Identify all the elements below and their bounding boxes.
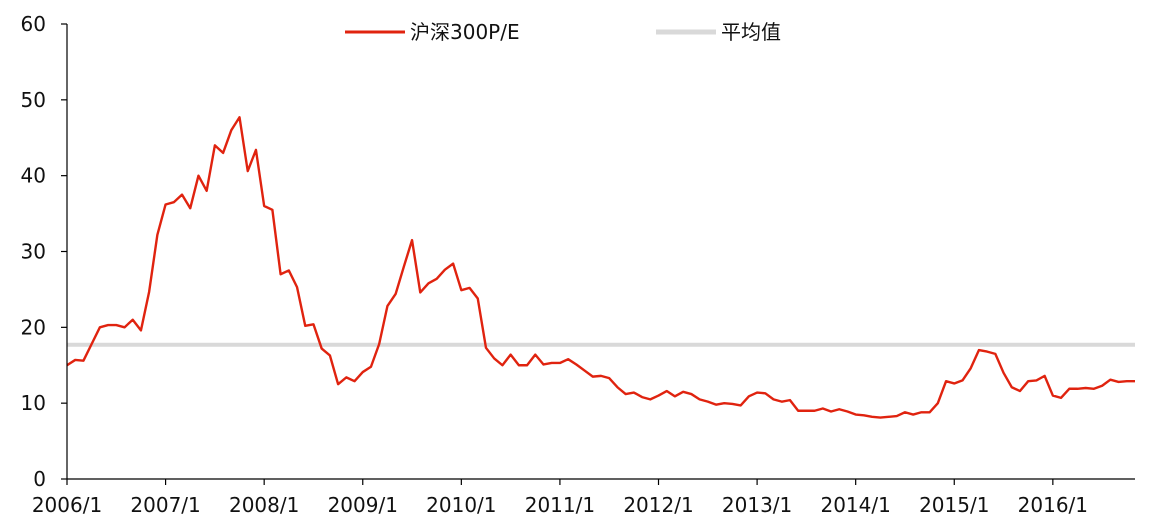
- y-tick-label: 20: [21, 315, 46, 339]
- y-tick-label: 0: [33, 467, 46, 491]
- legend-label-average: 平均值: [721, 20, 781, 44]
- x-tick-label: 2014/1: [820, 493, 890, 517]
- x-tick-label: 2012/1: [623, 493, 693, 517]
- y-tick-label: 60: [21, 12, 46, 36]
- x-tick-label: 2009/1: [328, 493, 398, 517]
- legend: 沪深300P/E 平均值: [345, 20, 781, 44]
- y-tick-label: 50: [21, 88, 46, 112]
- x-tick-label: 2013/1: [722, 493, 792, 517]
- series-line-hs300-pe: [66, 116, 1135, 419]
- x-tick-label: 2011/1: [525, 493, 595, 517]
- y-tick-label: 40: [21, 164, 46, 188]
- x-tick-label: 2010/1: [426, 493, 496, 517]
- x-tick-label: 2007/1: [130, 493, 200, 517]
- x-tick-label: 2016/1: [1018, 493, 1088, 517]
- legend-label-hs300-pe: 沪深300P/E: [410, 20, 520, 44]
- x-tick-label: 2008/1: [229, 493, 299, 517]
- axes: 0 10 20 30 40 50 60 2006/1 2007/1 2008/1 2009/1 201…: [21, 12, 1135, 517]
- x-tick-label: 2015/1: [919, 493, 989, 517]
- y-tick-label: 10: [21, 391, 46, 415]
- y-tick-label: 30: [21, 240, 46, 264]
- x-tick-label: 2006/1: [32, 493, 102, 517]
- series-layer: [66, 116, 1135, 419]
